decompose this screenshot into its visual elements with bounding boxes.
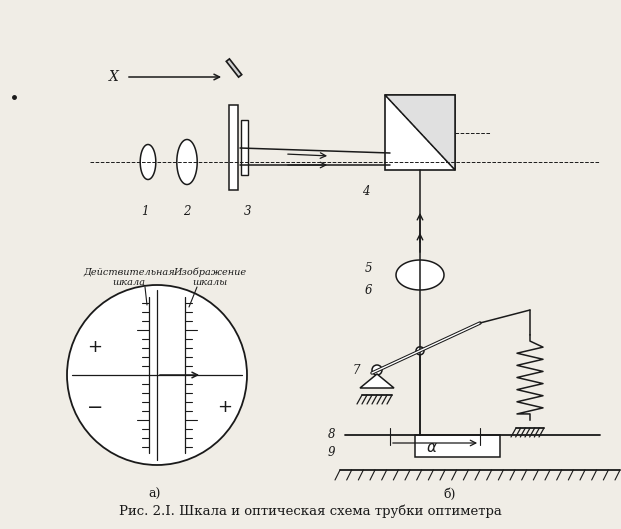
Bar — [229, 105, 238, 190]
Circle shape — [67, 285, 247, 465]
Text: 5: 5 — [365, 261, 372, 275]
Text: шкала: шкала — [112, 278, 145, 287]
Polygon shape — [396, 260, 444, 290]
Text: 4: 4 — [363, 185, 370, 198]
Circle shape — [372, 365, 382, 375]
Polygon shape — [385, 95, 455, 170]
Text: 8: 8 — [327, 428, 335, 442]
Polygon shape — [226, 59, 242, 77]
Text: 1: 1 — [141, 205, 149, 218]
Bar — [241, 120, 248, 175]
Polygon shape — [360, 374, 394, 388]
Text: Действительная: Действительная — [83, 268, 175, 277]
Text: 6: 6 — [365, 284, 372, 296]
Text: Рис. 2.I. Шкала и оптическая схема трубки оптиметра: Рис. 2.I. Шкала и оптическая схема трубк… — [119, 505, 501, 518]
Text: шкалы: шкалы — [193, 278, 228, 287]
Text: X: X — [109, 70, 119, 84]
Text: +: + — [217, 398, 232, 416]
Text: +: + — [88, 338, 102, 356]
Text: б): б) — [444, 488, 456, 501]
Text: 3: 3 — [244, 205, 252, 218]
Bar — [415, 435, 500, 457]
Polygon shape — [177, 140, 197, 185]
Text: а): а) — [149, 488, 161, 501]
Text: 9: 9 — [327, 446, 335, 460]
Text: $\alpha$: $\alpha$ — [426, 440, 438, 455]
Text: 7: 7 — [353, 363, 360, 377]
Polygon shape — [140, 144, 156, 179]
Text: Изображение: Изображение — [173, 268, 247, 277]
Text: 2: 2 — [183, 205, 191, 218]
Circle shape — [416, 347, 424, 355]
Bar — [385, 95, 455, 170]
Text: −: − — [87, 397, 103, 416]
